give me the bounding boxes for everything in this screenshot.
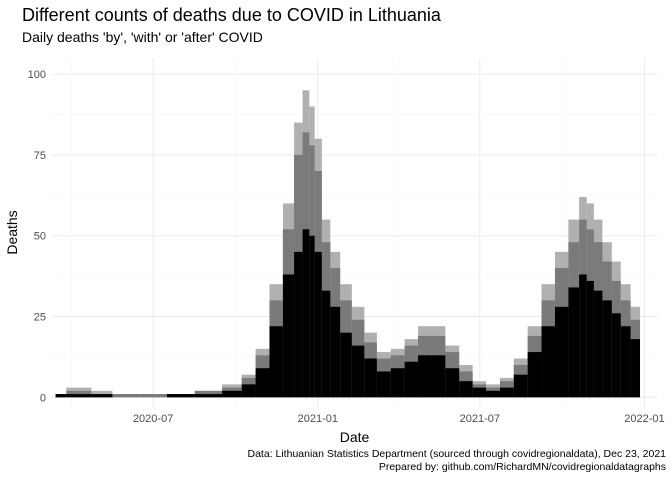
y-tick-label: 50 xyxy=(34,231,46,243)
bar xyxy=(579,274,587,398)
bar xyxy=(527,352,542,398)
bar xyxy=(513,374,528,398)
bar xyxy=(586,280,594,398)
bar xyxy=(390,368,405,398)
bar xyxy=(486,390,500,398)
y-tick-label: 100 xyxy=(28,69,46,81)
bar xyxy=(194,394,223,398)
bar xyxy=(112,394,140,398)
bar xyxy=(404,361,419,398)
bar xyxy=(302,229,310,398)
bar xyxy=(321,290,331,398)
x-tick-label: 2020-07 xyxy=(133,413,173,425)
y-tick-label: 25 xyxy=(34,312,46,324)
bar xyxy=(351,345,365,398)
bar xyxy=(630,339,640,398)
bar xyxy=(376,371,391,398)
bar xyxy=(269,326,283,398)
bar xyxy=(222,390,242,398)
bar xyxy=(309,235,315,398)
bar xyxy=(364,358,377,398)
bar xyxy=(314,251,322,398)
bar xyxy=(167,394,195,398)
x-axis-label: Date xyxy=(340,429,370,445)
caption-credit: Prepared by: github.com/RichardMN/covidr… xyxy=(378,461,666,473)
bar xyxy=(431,355,446,398)
bar xyxy=(620,326,631,398)
chart-subtitle: Daily deaths 'by', 'with' or 'after' COV… xyxy=(22,29,263,45)
bar xyxy=(459,381,473,398)
bar xyxy=(554,306,569,398)
bar xyxy=(611,313,621,398)
bar xyxy=(255,368,270,398)
bar xyxy=(294,251,303,398)
caption-source: Data: Lithuanian Statistics Department (… xyxy=(247,448,667,460)
bar xyxy=(282,274,295,398)
bar xyxy=(340,332,352,398)
bar xyxy=(593,290,603,398)
y-tick-label: 75 xyxy=(34,150,46,162)
bar xyxy=(55,394,67,398)
bar xyxy=(602,300,612,398)
bar xyxy=(418,355,432,398)
bar xyxy=(241,384,256,398)
bar xyxy=(568,287,580,398)
x-tick-labels: 2020-07 2021-01 2021-07 2022-01 xyxy=(133,413,665,425)
bar xyxy=(472,387,487,398)
x-tick-label: 2021-01 xyxy=(298,413,338,425)
bars xyxy=(55,90,640,398)
bar xyxy=(445,368,460,398)
bar xyxy=(330,306,341,398)
bar xyxy=(541,326,555,398)
bar xyxy=(91,394,113,398)
bar xyxy=(77,394,92,398)
bar xyxy=(66,394,78,398)
bar xyxy=(139,394,168,398)
chart-title: Different counts of deaths due to COVID … xyxy=(22,5,441,25)
bar xyxy=(499,387,514,398)
x-tick-label: 2022-01 xyxy=(624,413,664,425)
y-tick-label: 0 xyxy=(40,392,46,404)
y-axis-label: Deaths xyxy=(4,210,20,254)
x-tick-label: 2021-07 xyxy=(460,413,500,425)
y-tick-labels: 0 25 50 75 100 xyxy=(28,69,46,404)
